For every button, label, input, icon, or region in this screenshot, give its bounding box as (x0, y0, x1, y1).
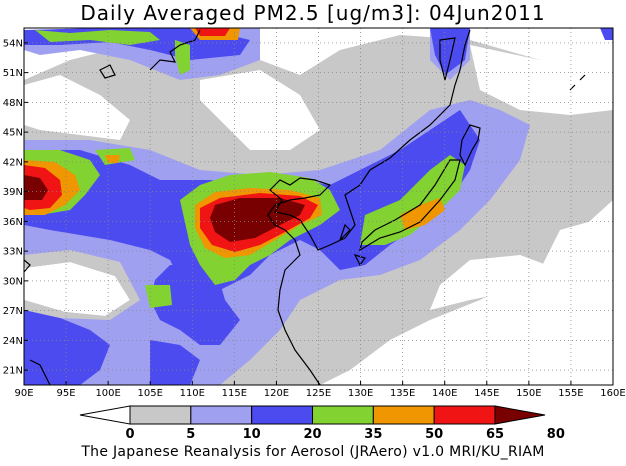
colorbar-swatch (312, 405, 374, 425)
lon-tick-label: 135E (390, 388, 415, 399)
lat-tick-label: 21N (3, 366, 23, 377)
lat-tick-label: 39N (3, 187, 23, 198)
concentration-field (24, 28, 613, 385)
lat-tick-label: 54N (3, 38, 23, 49)
map-title: Daily Averaged PM2.5 [ug/m3]: 04Jun2011 (80, 1, 546, 25)
lon-tick-label: 120E (264, 388, 289, 399)
lon-tick-label: 110E (180, 388, 205, 399)
colorbar-swatch (190, 405, 253, 425)
colorbar-swatch (372, 405, 435, 425)
lon-tick-label: 95E (57, 388, 76, 399)
colorbar-label: 0 (125, 427, 134, 442)
lon-tick-label: 160E (600, 388, 625, 399)
lon-tick-label: 140E (432, 388, 457, 399)
colorbar-swatch (251, 405, 314, 425)
footer-credit: The Japanese Reanalysis for Aerosol (JRA… (81, 444, 545, 460)
colorbar-label: 10 (243, 427, 261, 442)
colorbar-swatch (129, 405, 192, 425)
lat-tick-label: 30N (3, 276, 23, 287)
lat-tick-label: 42N (3, 157, 23, 168)
lon-tick-label: 150E (516, 388, 541, 399)
colorbar-swatch (79, 405, 131, 425)
lon-tick-label: 145E (474, 388, 499, 399)
lon-tick-label: 115E (222, 388, 247, 399)
band-80-plus (24, 175, 305, 242)
colorbar-label: 35 (364, 427, 382, 442)
lat-tick-label: 27N (3, 306, 23, 317)
lon-tick-label: 90E (14, 388, 33, 399)
lat-tick-label: 24N (3, 336, 23, 347)
lat-tick-label: 45N (3, 128, 23, 139)
lat-tick-label: 36N (3, 217, 23, 228)
coastlines (24, 29, 586, 385)
axis-ticks: 90E 95E 100E 105E 110E 115E 120E 125E 130E 135E 14… (3, 38, 626, 399)
colorbar: 0 5 10 20 35 50 65 80 (79, 405, 565, 442)
colorbar-swatch (494, 405, 546, 425)
lat-tick-label: 48N (3, 98, 23, 109)
lat-tick-label: 33N (3, 247, 23, 258)
lon-tick-label: 100E (95, 388, 120, 399)
lat-tick-label: 51N (3, 68, 23, 79)
colorbar-label: 80 (547, 427, 565, 442)
lon-tick-label: 130E (348, 388, 373, 399)
colorbar-swatch (433, 405, 496, 425)
colorbar-label: 65 (486, 427, 504, 442)
lon-tick-label: 105E (138, 388, 163, 399)
lon-tick-label: 155E (558, 388, 583, 399)
lon-tick-label: 125E (306, 388, 331, 399)
colorbar-label: 20 (303, 427, 321, 442)
colorbar-label: 5 (186, 427, 195, 442)
colorbar-label: 50 (425, 427, 443, 442)
